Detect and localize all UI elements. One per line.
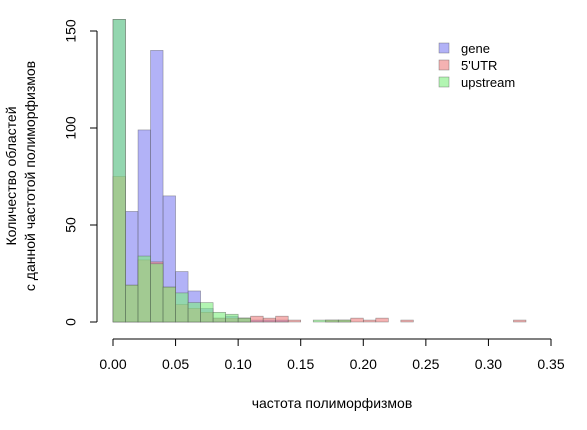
histogram-bar — [201, 303, 214, 322]
histogram-bar — [363, 320, 376, 322]
legend-swatch — [439, 77, 449, 87]
histogram-bar — [326, 320, 339, 322]
y-axis: 0 50 100 150 — [63, 19, 97, 326]
legend-label: upstream — [461, 75, 515, 90]
histogram-bar — [313, 320, 326, 322]
x-tick-label: 0.00 — [99, 356, 126, 372]
legend-label: gene — [461, 41, 490, 56]
x-tick-label: 0.30 — [475, 356, 502, 372]
histogram-bar — [188, 303, 201, 322]
y-axis-title-line-1: Количество областей — [3, 106, 19, 245]
x-tick-label: 0.15 — [287, 356, 314, 372]
y-axis-title-line-2: с данной частотой полиморфизмов — [22, 61, 38, 291]
histogram-bar — [276, 316, 289, 322]
x-tick-label: 0.25 — [412, 356, 439, 372]
y-tick-label: 100 — [63, 116, 79, 140]
legend-item: 5'UTR — [439, 58, 497, 73]
histogram-bar — [138, 256, 151, 322]
histogram-bar — [251, 316, 264, 322]
legend-label: 5'UTR — [461, 58, 497, 73]
histogram-bar — [376, 318, 389, 322]
legend-item: upstream — [439, 75, 515, 90]
histogram-bar — [226, 314, 239, 322]
legend-swatch — [439, 43, 449, 53]
legend-swatch — [439, 60, 449, 70]
histogram-bar — [401, 320, 414, 322]
legend-item: gene — [439, 41, 490, 56]
legend: gene 5'UTR upstream — [439, 41, 515, 90]
histogram-bar — [288, 320, 301, 322]
histogram-bar — [351, 318, 364, 322]
histogram-bar — [338, 320, 351, 322]
histogram-bar — [176, 293, 189, 322]
x-tick-label: 0.20 — [350, 356, 377, 372]
y-tick-label: 0 — [63, 318, 79, 326]
x-axis-title: частота полиморфизмов — [252, 395, 413, 411]
histogram-bar — [213, 312, 226, 322]
x-tick-label: 0.35 — [537, 356, 564, 372]
histogram-bar — [513, 320, 526, 322]
histogram-bar — [113, 19, 126, 322]
histogram-bar — [263, 318, 276, 322]
x-tick-label: 0.10 — [225, 356, 252, 372]
histogram-bar — [163, 287, 176, 322]
x-tick-label: 0.05 — [162, 356, 189, 372]
histogram-bar — [126, 285, 139, 322]
y-tick-label: 150 — [63, 19, 79, 43]
x-axis: 0.00 0.05 0.10 0.15 0.20 0.25 0.30 0.35 — [99, 339, 564, 372]
histogram-bar — [151, 264, 164, 322]
y-tick-label: 50 — [63, 217, 79, 233]
histogram-bar — [238, 318, 251, 322]
